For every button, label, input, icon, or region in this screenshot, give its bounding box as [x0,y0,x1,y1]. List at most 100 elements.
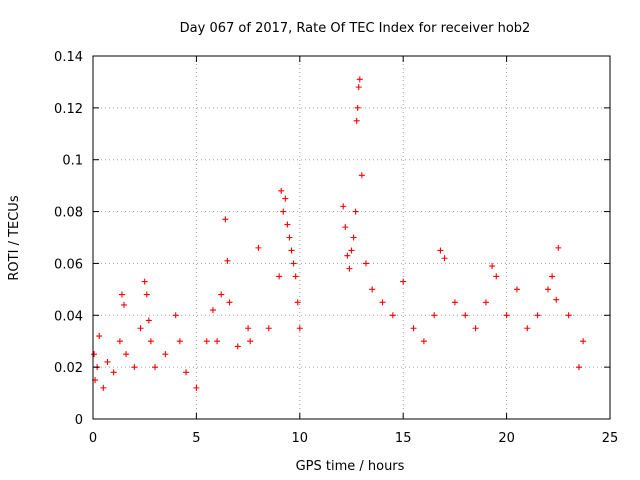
data-point [91,351,98,358]
data-point [247,338,254,345]
data-point [123,351,130,358]
data-point [355,84,362,91]
data-point [245,325,252,332]
data-point [145,317,152,324]
data-point [353,117,360,124]
y-tick-label: 0.08 [54,206,83,221]
data-point [110,369,117,376]
data-point [362,260,369,267]
data-point [162,351,169,358]
data-point [116,338,123,345]
data-point [222,216,229,223]
data-point [344,252,351,259]
x-tick-label: 15 [395,431,412,446]
data-point [290,260,297,267]
data-point [358,172,365,179]
data-point [276,273,283,280]
data-point [410,325,417,332]
data-point [340,203,347,210]
data-point [544,286,551,293]
data-point [342,224,349,231]
data-point [296,325,303,332]
data-point [441,255,448,262]
data-point [493,273,500,280]
data-point [280,208,287,215]
data-point [265,325,272,332]
data-point [553,296,560,303]
data-point [121,301,128,308]
data-point [565,312,572,319]
data-point [489,263,496,270]
data-point [294,299,301,306]
data-point [482,299,489,306]
data-point [143,291,150,298]
data-point [534,312,541,319]
data-point [348,247,355,254]
data-points [91,76,587,391]
y-tick-label: 0.02 [54,361,83,376]
chart-title: Day 067 of 2017, Rate Of TEC Index for r… [180,21,531,36]
grid-lines [93,56,610,419]
data-point [284,221,291,228]
data-point [437,247,444,254]
y-tick-label: 0.06 [54,257,83,272]
x-axis-label: GPS time / hours [296,459,405,474]
y-axis-label: ROTI / TECUs [7,195,22,280]
axis-ticks [92,55,611,420]
data-point [389,312,396,319]
data-point [346,265,353,272]
data-point [131,364,138,371]
data-point [420,338,427,345]
data-point [147,338,154,345]
y-tick-labels: 0 0.02 0.04 0.06 0.08 0.1 0.12 0.14 [54,50,83,428]
data-point [100,384,107,391]
x-tick-label: 5 [192,431,200,446]
plot-frame [92,55,611,420]
data-point [379,299,386,306]
data-point [524,325,531,332]
y-tick-label: 0.04 [54,309,83,324]
data-point [282,195,289,202]
data-point [224,257,231,264]
data-point [503,312,510,319]
data-point [152,364,159,371]
data-point [218,291,225,298]
x-tick-label: 10 [292,431,309,446]
data-point [203,338,210,345]
data-point [183,369,190,376]
x-tick-label: 25 [602,431,619,446]
data-point [118,291,125,298]
data-point [234,343,241,350]
data-point [172,312,179,319]
data-point [255,244,262,251]
data-point [513,286,520,293]
data-point [104,358,111,365]
data-point [96,333,103,340]
data-point [214,338,221,345]
y-tick-label: 0.12 [54,102,83,117]
data-point [137,325,144,332]
data-point [451,299,458,306]
data-point [278,187,285,194]
data-point [352,208,359,215]
data-point [356,76,363,83]
data-point [350,234,357,241]
data-point [176,338,183,345]
x-tick-label: 20 [498,431,515,446]
data-point [209,307,216,314]
data-point [549,273,556,280]
x-tick-label: 0 [89,431,97,446]
data-point [555,244,562,251]
y-tick-label: 0 [75,413,83,428]
data-point [286,234,293,241]
data-point [580,338,587,345]
x-tick-labels: 0 5 10 15 20 25 [89,431,618,446]
data-point [431,312,438,319]
data-point [288,247,295,254]
data-point [141,278,148,285]
y-tick-label: 0.1 [62,154,83,169]
data-point [292,273,299,280]
data-point [472,325,479,332]
data-point [226,299,233,306]
